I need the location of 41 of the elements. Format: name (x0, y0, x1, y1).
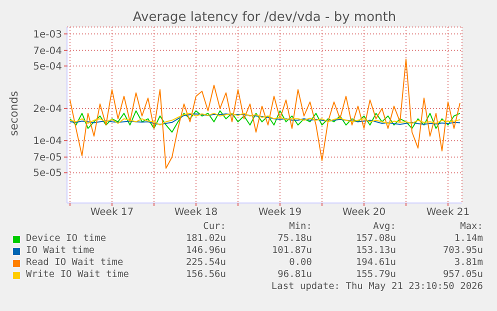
text: 181.02u (184, 233, 226, 244)
text: Cur: (202, 221, 226, 232)
text: 75.18u (278, 233, 312, 244)
line-series (70, 110, 460, 133)
y-tick-label: 7e-04 (33, 46, 62, 57)
y-tick-label: 7e-05 (33, 152, 62, 164)
text: 957.05u (442, 269, 483, 280)
x-tick-label: Week 19 (258, 207, 302, 218)
x-tick-label: Week 18 (174, 207, 218, 218)
text: Last update: Thu May 21 23:10:50 2026 (270, 281, 483, 292)
text: 146.96u (184, 245, 226, 256)
text: 96.81u (278, 269, 312, 280)
text: Max: (460, 221, 483, 232)
text: 194.61u (356, 257, 396, 268)
text: Avg: (373, 221, 396, 232)
y-tick-label: 5e-05 (33, 168, 62, 180)
chart-title: Average latency for /dev/vda - by month (132, 10, 398, 25)
text: 156.56u (186, 269, 226, 280)
x-tick-label: Week 21 (426, 207, 470, 218)
text: 1.14m (454, 233, 483, 244)
text: 0.00 (289, 257, 312, 268)
text: 225.54u (184, 257, 226, 268)
text: 703.95u (442, 245, 483, 256)
x-tick-label: Week 17 (90, 207, 134, 218)
y-tick-label: 1e-04 (33, 136, 62, 148)
text: 157.08u (356, 233, 396, 244)
y-tick-label: 5e-04 (33, 62, 62, 73)
y-tick-label: 2e-04 (33, 104, 62, 116)
y-axis-title: seconds (8, 90, 20, 138)
text: 153.13u (356, 245, 396, 256)
legend-label: IO Wait time (26, 245, 95, 256)
legend-label: Device IO time (26, 233, 106, 244)
y-tick-label: 1e-03 (33, 29, 62, 40)
text: 3.81m (454, 257, 483, 268)
x-tick-label: Week 20 (342, 207, 386, 218)
text: 155.79u (356, 269, 396, 280)
line-series (70, 58, 460, 169)
text: 101.87u (272, 245, 312, 256)
text: Min: (289, 221, 312, 232)
legend-label: Read IO Wait time (26, 257, 124, 268)
legend-label: Write IO Wait time (26, 269, 129, 280)
